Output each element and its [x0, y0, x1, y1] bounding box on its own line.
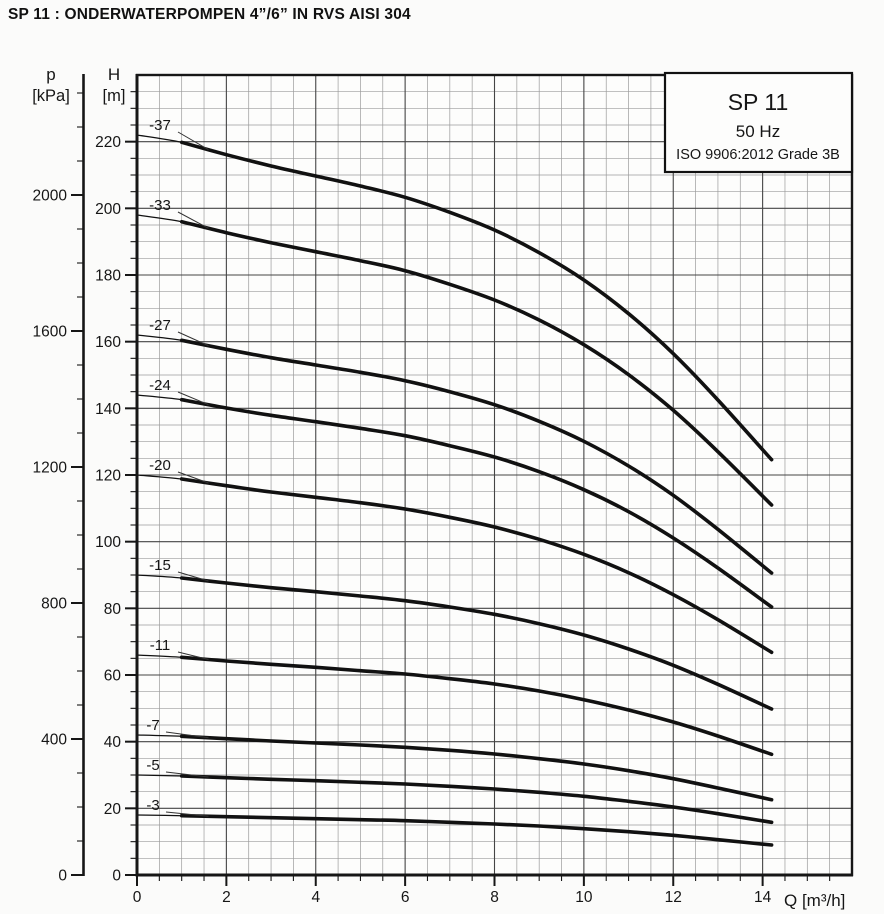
- p-axis-unit: [kPa]: [32, 87, 70, 105]
- curve-label: -11: [150, 637, 171, 654]
- tick-label: 6: [401, 889, 410, 906]
- curve-label: -24: [149, 377, 171, 394]
- curve-line: [179, 140, 774, 462]
- curve-37: -37: [136, 117, 774, 462]
- tick-label: 8: [490, 889, 499, 906]
- legend-box: SP 11 50 Hz ISO 9906:2012 Grade 3B: [663, 71, 854, 174]
- legend-pump-model: SP 11: [728, 89, 789, 115]
- curve-label: -20: [149, 457, 171, 474]
- curve-label-leader: [165, 771, 209, 778]
- p-axis: 0 400 800 1200 1600 2000: [33, 74, 85, 885]
- q-axis: 0 2 4 6 8 10 12 14: [133, 875, 831, 906]
- tick-label: 120: [95, 468, 121, 485]
- curve-line: [179, 219, 774, 507]
- curve-label-leader: [165, 731, 209, 739]
- tick-label: 220: [95, 134, 121, 151]
- curve-label-leader: [177, 211, 209, 229]
- curve-7: -7: [136, 717, 774, 802]
- tick-label: 60: [104, 668, 122, 685]
- tick-label: 100: [95, 534, 121, 551]
- curve-33: -33: [136, 197, 774, 507]
- h-axis-unit: [m]: [103, 87, 126, 105]
- curve-label: -15: [149, 557, 171, 574]
- tick-label: 160: [95, 334, 121, 351]
- curve-label: -37: [149, 117, 171, 134]
- curve-label: -7: [146, 717, 159, 734]
- q-axis-label: Q [m³/h]: [784, 891, 845, 910]
- tick-label: 1200: [33, 460, 68, 477]
- tick-label: 200: [95, 201, 121, 218]
- curve-15: -15: [136, 557, 774, 711]
- curve-label: -3: [146, 797, 159, 814]
- tick-label: 180: [95, 268, 121, 285]
- tick-label: 2: [222, 889, 231, 906]
- curve-line: [179, 813, 774, 847]
- tick-label: 0: [58, 868, 67, 885]
- curve-20: -20: [136, 457, 774, 655]
- curve-line: [179, 397, 774, 609]
- document-title: SP 11 : ONDERWATERPOMPEN 4”/6” IN RVS AI…: [8, 6, 411, 23]
- tick-label: 2000: [33, 188, 68, 205]
- curve-line: [179, 576, 774, 711]
- p-axis-symbol: p: [46, 65, 55, 84]
- curve-line: [179, 655, 774, 757]
- curve-label: -27: [149, 317, 171, 334]
- curve-24: -24: [136, 377, 774, 609]
- legend-frequency: 50 Hz: [736, 122, 780, 141]
- tick-label: 140: [95, 401, 121, 418]
- curve-label-leader: [177, 651, 209, 661]
- h-axis: 0 20 40 60 80 100 120 140 160 180 200 220: [95, 91, 137, 885]
- curves: -37 -33 -27 -24 -20 -15 -11 -7 -5 -3: [136, 117, 774, 847]
- curve-27: -27: [136, 317, 774, 575]
- curve-3: -3: [136, 797, 774, 847]
- curve-line: [179, 477, 774, 655]
- tick-label: 10: [575, 889, 593, 906]
- curve-11: -11: [136, 637, 774, 757]
- tick-label: 20: [104, 801, 122, 818]
- curve-label-leader: [177, 471, 209, 484]
- tick-label: 80: [104, 601, 122, 618]
- curve-label-leader: [177, 391, 209, 406]
- axis-titles: p [kPa] H [m] Q [m³/h]: [32, 65, 845, 910]
- legend-standard: ISO 9906:2012 Grade 3B: [676, 147, 840, 163]
- tick-label: 1600: [33, 324, 68, 341]
- curve-label: -33: [149, 197, 171, 214]
- curve-label-leader: [177, 331, 209, 347]
- curve-line: [179, 338, 774, 575]
- tick-label: 14: [754, 889, 772, 906]
- legend-border: [663, 71, 854, 174]
- tick-label: 4: [311, 889, 320, 906]
- tick-label: 12: [665, 889, 682, 906]
- curve-label: -5: [146, 757, 159, 774]
- curve-label-leader: [177, 131, 209, 151]
- tick-label: 0: [133, 889, 142, 906]
- curve-line: [179, 774, 774, 825]
- tick-label: 40: [104, 734, 122, 751]
- curve-line: [179, 734, 774, 802]
- h-axis-symbol: H: [108, 65, 120, 84]
- curve-5: -5: [136, 757, 774, 825]
- tick-label: 800: [41, 596, 67, 613]
- grid-major: [137, 75, 852, 875]
- tick-label: 0: [112, 868, 121, 885]
- tick-label: 400: [41, 732, 67, 749]
- curve-label-leader: [165, 811, 209, 817]
- curve-label-leader: [177, 571, 209, 582]
